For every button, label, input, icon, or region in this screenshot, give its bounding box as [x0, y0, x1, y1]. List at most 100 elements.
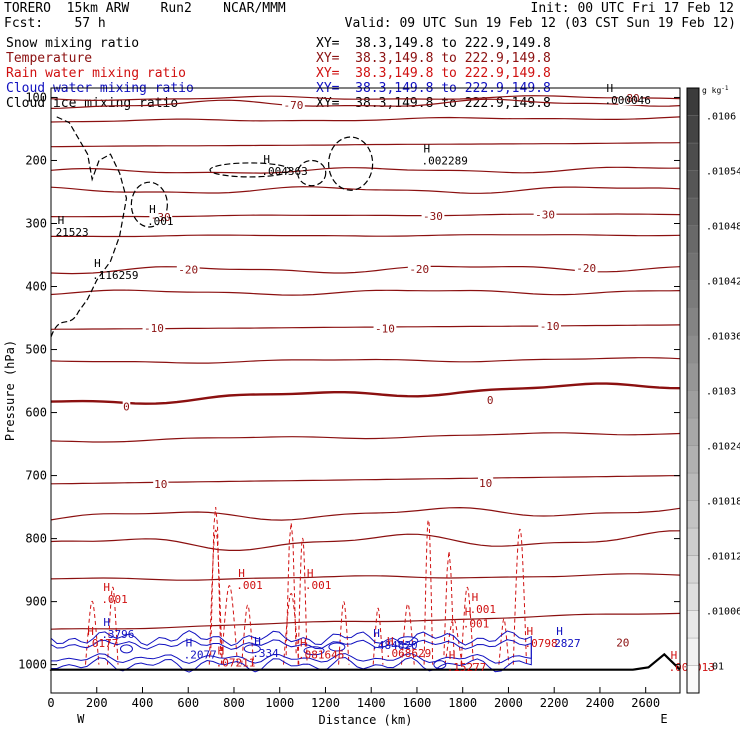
- cloud-water-cell: [303, 646, 325, 656]
- isotherm-label-bg: [373, 322, 397, 336]
- colorbar-segment: [686, 170, 700, 199]
- init-time: Init: 00 UTC Fri 17 Feb 12: [530, 1, 735, 16]
- colorbar-segment: [686, 280, 700, 309]
- rain-contour: [460, 586, 474, 665]
- isotherm-label-bg: [533, 208, 557, 222]
- x-tick-label: 0: [47, 696, 54, 710]
- colorbar-unit: g kg-1: [702, 85, 729, 95]
- colorbar-segment: [686, 500, 700, 529]
- x-tick-label: 1800: [448, 696, 477, 710]
- extremum-label: .001: [236, 579, 263, 592]
- isotherm--70: [50, 98, 681, 109]
- high-marker: H: [218, 645, 225, 658]
- x-tick-label: 1200: [311, 696, 340, 710]
- colorbar-label: .01018: [706, 497, 740, 508]
- y-tick-label: 300: [25, 216, 47, 230]
- high-marker: H: [449, 649, 456, 662]
- extremum-label: .002289: [422, 154, 468, 167]
- high-marker: H: [556, 625, 563, 638]
- colorbar-segment: [686, 445, 700, 474]
- isotherm--60: [50, 116, 681, 123]
- y-axis-title: Pressure (hPa): [3, 340, 17, 441]
- isotherm-label-bg: [142, 322, 166, 336]
- colorbar-unit-exponent: -1: [721, 85, 729, 92]
- extremum-label: .001: [147, 215, 174, 228]
- high-marker: H: [526, 625, 533, 638]
- rain-tower: [210, 507, 222, 656]
- rain-contour: [107, 586, 119, 665]
- high-marker: H: [424, 142, 431, 155]
- colorbar-segment: [686, 555, 700, 584]
- rain-contour: [220, 585, 238, 665]
- isotherm-label-bg: [615, 636, 631, 650]
- extremum-label: 21523: [56, 226, 89, 239]
- rain-contour: [85, 600, 100, 665]
- isotherm-label: 0: [487, 394, 494, 407]
- rain-contour: [512, 528, 527, 665]
- extremum-label: .484620: [371, 639, 417, 652]
- high-marker: H: [387, 635, 394, 648]
- ground-line: [49, 652, 681, 671]
- high-marker: H: [465, 605, 472, 618]
- isotherm-label: -10: [144, 322, 164, 335]
- high-marker: H: [307, 567, 314, 580]
- high-marker: H: [472, 591, 479, 604]
- y-tick-label: 1000: [18, 658, 47, 672]
- colorbar-segment: [686, 252, 700, 281]
- legend-temperature-name: Temperature: [6, 51, 93, 66]
- colorbar-label: .01024: [706, 442, 740, 453]
- cloud-water-outer: [50, 630, 532, 673]
- extremum-label: .068629: [385, 647, 431, 660]
- extremum-label: 2827: [554, 637, 581, 650]
- colorbar-segment: [686, 390, 700, 419]
- x-tick-label: 800: [223, 696, 245, 710]
- high-marker: H: [254, 635, 261, 648]
- colorbar-segment: [686, 115, 700, 144]
- legend-snow-xy: XY= 38.3,149.8 to 222.9,149.8: [316, 36, 551, 51]
- isotherm-label: -30: [535, 209, 555, 222]
- cloud-water-cell: [243, 644, 261, 654]
- y-tick-label: 400: [25, 280, 47, 294]
- isotherm-label-bg: [538, 320, 562, 334]
- extremum-label: .15277: [447, 661, 487, 674]
- colorbar-frame: [686, 87, 700, 694]
- isotherm-label: -30: [151, 211, 171, 224]
- cloud-water-cell: [328, 642, 346, 652]
- x-tick-label: 600: [177, 696, 199, 710]
- isotherm-10: [50, 475, 681, 485]
- extremum-label: .001: [463, 617, 490, 630]
- cloud-ice-contour: [50, 115, 128, 338]
- y-tick-label: 200: [25, 153, 47, 167]
- rain-contour: [208, 529, 223, 665]
- colorbar-segment: [686, 87, 700, 116]
- high-marker: H: [58, 214, 65, 227]
- isotherm-label: -30: [423, 210, 443, 223]
- rain-tower: [443, 551, 455, 656]
- colorbar-segment: [686, 225, 700, 254]
- isotherm-0: [50, 382, 681, 405]
- colorbar-segment: [686, 582, 700, 611]
- colorbar-label: .01006: [706, 607, 740, 618]
- extremum-label: .001: [470, 603, 497, 616]
- isotherm-label: -70: [284, 99, 304, 112]
- isotherm--5: [50, 357, 681, 364]
- y-tick-label: 700: [25, 469, 47, 483]
- cloud-ice-cell: [209, 162, 291, 178]
- colorbar-segment: [686, 527, 700, 556]
- x-tick-label: 1000: [265, 696, 294, 710]
- isotherm-label: -20: [409, 263, 429, 276]
- extremum-label: .116259: [92, 269, 138, 282]
- rain-contour: [372, 607, 384, 665]
- legend-snow-name: Snow mixing ratio: [6, 36, 140, 51]
- cloud-ice-cell: [297, 159, 327, 187]
- colorbar-segment: [686, 610, 700, 639]
- colorbar-label: .01036: [706, 332, 740, 343]
- isotherm-label-bg: [122, 400, 131, 414]
- rain-contour: [297, 537, 308, 665]
- colorbar-segment: [686, 472, 700, 501]
- isotherm-label: -20: [178, 264, 198, 277]
- extremum-label: .07211: [216, 657, 256, 670]
- x-tick-label: 2600: [631, 696, 660, 710]
- isotherm-label-bg: [421, 209, 445, 223]
- isotherm-label-bg: [176, 263, 200, 277]
